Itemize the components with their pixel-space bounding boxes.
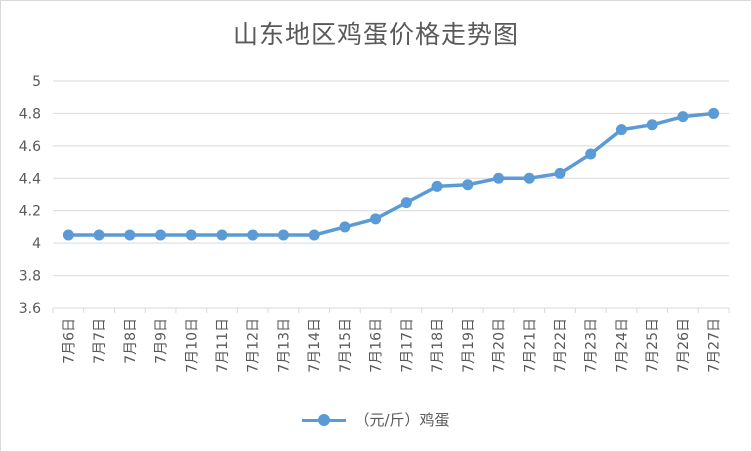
series-line bbox=[66, 111, 716, 237]
x-tick-label: 7月7日 bbox=[92, 318, 108, 364]
data-point bbox=[247, 229, 259, 241]
data-point bbox=[708, 107, 720, 119]
data-point bbox=[523, 172, 535, 184]
y-tick-label: 4.2 bbox=[19, 204, 41, 220]
x-tick-label: 7月20日 bbox=[492, 318, 508, 373]
data-point bbox=[370, 213, 382, 225]
data-point bbox=[646, 119, 658, 131]
y-tick-label: 4.6 bbox=[19, 139, 41, 155]
data-point bbox=[677, 111, 689, 123]
data-point bbox=[431, 180, 443, 192]
y-tick-label: 4 bbox=[32, 236, 41, 252]
data-point bbox=[462, 179, 474, 191]
x-tick-label: 7月12日 bbox=[246, 318, 262, 373]
data-point bbox=[155, 229, 167, 241]
y-tick-label: 4.8 bbox=[19, 106, 41, 122]
x-tick-label: 7月6日 bbox=[61, 318, 77, 364]
y-tick-label: 3.6 bbox=[19, 301, 41, 317]
y-tick-label: 5 bbox=[32, 74, 41, 90]
x-tick-label: 7月18日 bbox=[430, 318, 446, 373]
x-tick-label: 7月14日 bbox=[307, 318, 323, 373]
data-point bbox=[400, 197, 412, 209]
data-point bbox=[216, 229, 228, 241]
x-tick-label: 7月13日 bbox=[276, 318, 292, 373]
data-point bbox=[124, 229, 136, 241]
data-point bbox=[185, 229, 197, 241]
x-tick-label: 7月27日 bbox=[707, 318, 723, 373]
x-tick-label: 7月25日 bbox=[645, 318, 661, 373]
chart-title: 山东地区鸡蛋价格走势图 bbox=[232, 20, 519, 49]
data-point bbox=[339, 221, 351, 233]
x-tick-label: 7月24日 bbox=[614, 318, 630, 373]
x-tick-label: 7月26日 bbox=[676, 318, 692, 373]
x-tick-label: 7月16日 bbox=[369, 318, 385, 373]
x-tick-label: 7月11日 bbox=[215, 318, 231, 373]
data-point bbox=[308, 229, 320, 241]
data-point bbox=[93, 229, 105, 241]
data-point bbox=[62, 229, 74, 241]
data-point bbox=[615, 124, 627, 136]
x-tick-label: 7月15日 bbox=[338, 318, 354, 373]
x-tick-label: 7月9日 bbox=[154, 318, 170, 364]
x-tick-label: 7月17日 bbox=[399, 318, 415, 373]
legend-marker bbox=[302, 413, 347, 427]
chart-legend: （元/斤）鸡蛋 bbox=[1, 409, 751, 430]
legend-label: （元/斤）鸡蛋 bbox=[354, 411, 450, 429]
x-tick-label: 7月21日 bbox=[522, 318, 538, 373]
data-point bbox=[277, 229, 289, 241]
x-tick-label: 7月19日 bbox=[461, 318, 477, 373]
x-tick-label: 7月10日 bbox=[184, 318, 200, 373]
data-point bbox=[493, 172, 505, 184]
y-tick-label: 3.8 bbox=[19, 269, 41, 285]
x-tick-label: 7月8日 bbox=[123, 318, 139, 364]
data-point bbox=[554, 167, 566, 179]
x-tick-label: 7月23日 bbox=[584, 318, 600, 373]
y-tick-label: 4.4 bbox=[19, 171, 41, 187]
data-point bbox=[585, 148, 597, 160]
x-tick-label: 7月22日 bbox=[553, 318, 569, 373]
